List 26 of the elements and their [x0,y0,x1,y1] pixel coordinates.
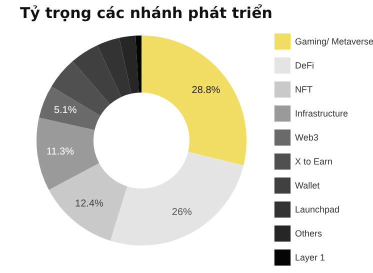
donut-slice [142,36,246,166]
data-label: 26% [172,206,192,218]
donut-slice [39,86,100,130]
donut-slice [72,45,122,104]
legend-label: X to Earn [295,156,333,166]
donut-slice [36,118,100,190]
data-label: 12.4% [75,198,104,210]
legend-label: DeFi [295,60,314,70]
donut-slice [110,152,244,246]
donut-slice [119,36,139,94]
legend-label: NFT [295,84,313,94]
donut-slice [51,61,110,116]
donut-slice [136,36,142,93]
legend-label: Infrastructure [295,108,348,118]
legend-label: Others [295,228,323,238]
donut-slice [48,163,128,241]
chart-title: Tỷ trọng các nhánh phát triển [20,4,272,22]
legend-label: Layer 1 [295,252,326,262]
legend-label: Gaming/ Metaverse [295,36,373,46]
donut-slice [97,38,132,97]
legend-label: Launchpad [295,204,340,214]
data-label: 28.8% [192,84,220,96]
data-label: 11.3% [46,146,74,158]
legend-label: Web3 [295,132,318,142]
data-label: 5.1% [54,105,77,116]
legend-label: Wallet [295,180,320,190]
